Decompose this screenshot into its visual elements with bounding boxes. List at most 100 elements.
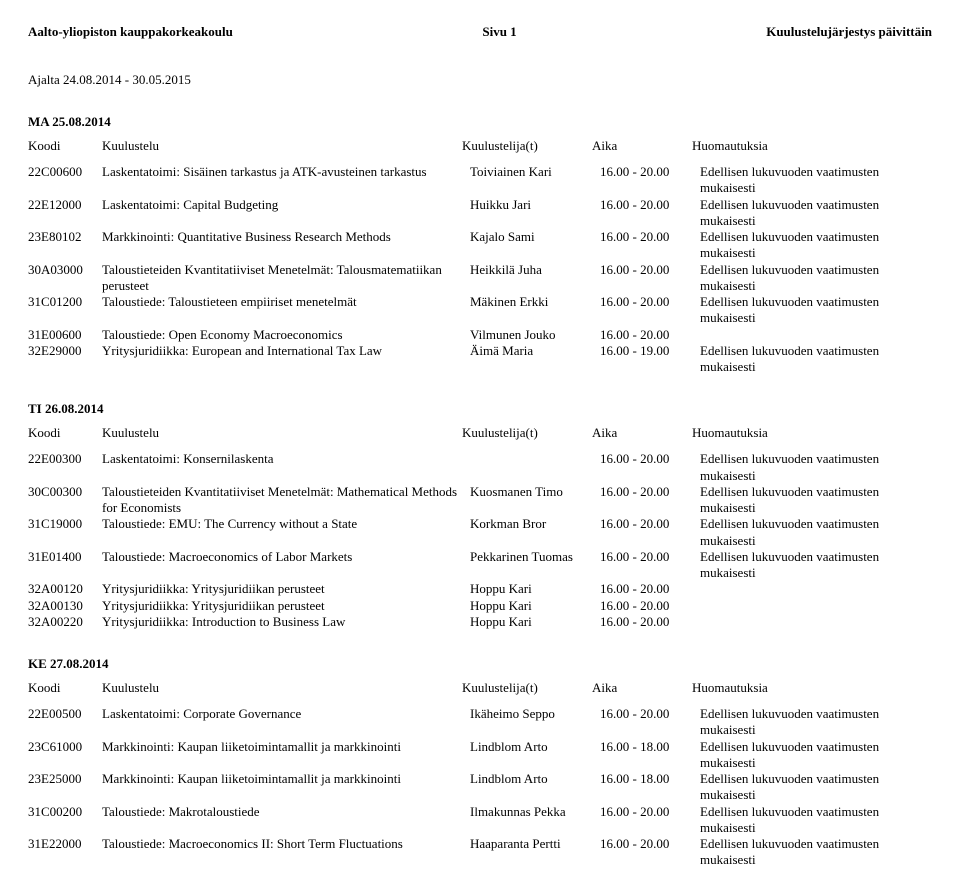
cell-notes: Edellisen lukuvuoden vaatimusten mukaise… — [700, 836, 932, 869]
cell-time: 16.00 - 20.00 — [600, 262, 700, 295]
page-header: Aalto-yliopiston kauppakorkeakoulu Sivu … — [28, 24, 932, 40]
cell-exam: Laskentatoimi: Corporate Governance — [102, 706, 470, 739]
cell-examiner — [470, 451, 600, 484]
cell-exam: Markkinointi: Kaupan liiketoimintamallit… — [102, 771, 470, 804]
cell-examiner: Korkman Bror — [470, 516, 600, 549]
days-container: MA 25.08.2014KoodiKuulusteluKuulustelija… — [28, 114, 932, 869]
cell-examiner: Lindblom Arto — [470, 739, 600, 772]
table-row: 32A00120Yritysjuridiikka: Yritysjuridiik… — [28, 581, 932, 597]
column-header-row: KoodiKuulusteluKuulustelija(t)AikaHuomau… — [28, 425, 932, 441]
cell-exam: Markkinointi: Kaupan liiketoimintamallit… — [102, 739, 470, 772]
column-header-row: KoodiKuulusteluKuulustelija(t)AikaHuomau… — [28, 680, 932, 696]
table-row: 31E22000Taloustiede: Macroeconomics II: … — [28, 836, 932, 869]
cell-time: 16.00 - 20.00 — [600, 804, 700, 837]
table-row: 23E80102Markkinointi: Quantitative Busin… — [28, 229, 932, 262]
col-header-exam: Kuulustelu — [102, 680, 462, 696]
cell-code: 32A00120 — [28, 581, 102, 597]
cell-code: 23C61000 — [28, 739, 102, 772]
cell-time: 16.00 - 20.00 — [600, 836, 700, 869]
col-header-examiner: Kuulustelija(t) — [462, 425, 592, 441]
cell-exam: Markkinointi: Quantitative Business Rese… — [102, 229, 470, 262]
col-header-notes: Huomautuksia — [692, 425, 932, 441]
cell-examiner: Äimä Maria — [470, 343, 600, 376]
col-header-code: Koodi — [28, 138, 102, 154]
cell-notes: Edellisen lukuvuoden vaatimusten mukaise… — [700, 706, 932, 739]
day-heading: MA 25.08.2014 — [28, 114, 932, 130]
cell-exam: Taloustiede: Taloustieteen empiiriset me… — [102, 294, 470, 327]
cell-time: 16.00 - 20.00 — [600, 549, 700, 582]
cell-exam: Yritysjuridiikka: Introduction to Busine… — [102, 614, 470, 630]
table-row: 22C00600Laskentatoimi: Sisäinen tarkastu… — [28, 164, 932, 197]
cell-exam: Taloustiede: Macroeconomics of Labor Mar… — [102, 549, 470, 582]
cell-time: 16.00 - 20.00 — [600, 451, 700, 484]
cell-code: 31C19000 — [28, 516, 102, 549]
cell-code: 32A00220 — [28, 614, 102, 630]
cell-code: 31C00200 — [28, 804, 102, 837]
cell-time: 16.00 - 20.00 — [600, 294, 700, 327]
cell-examiner: Haaparanta Pertti — [470, 836, 600, 869]
table-row: 23E25000Markkinointi: Kaupan liiketoimin… — [28, 771, 932, 804]
cell-notes: Edellisen lukuvuoden vaatimusten mukaise… — [700, 771, 932, 804]
cell-examiner: Mäkinen Erkki — [470, 294, 600, 327]
column-header-row: KoodiKuulusteluKuulustelija(t)AikaHuomau… — [28, 138, 932, 154]
cell-exam: Taloustiede: EMU: The Currency without a… — [102, 516, 470, 549]
cell-notes — [700, 598, 932, 614]
cell-time: 16.00 - 20.00 — [600, 197, 700, 230]
cell-code: 31E01400 — [28, 549, 102, 582]
date-range: Ajalta 24.08.2014 - 30.05.2015 — [28, 72, 932, 88]
cell-notes: Edellisen lukuvuoden vaatimusten mukaise… — [700, 343, 932, 376]
cell-exam: Yritysjuridiikka: European and Internati… — [102, 343, 470, 376]
cell-examiner: Vilmunen Jouko — [470, 327, 600, 343]
cell-time: 16.00 - 20.00 — [600, 706, 700, 739]
cell-time: 16.00 - 20.00 — [600, 581, 700, 597]
cell-exam: Laskentatoimi: Konsernilaskenta — [102, 451, 470, 484]
cell-examiner: Hoppu Kari — [470, 598, 600, 614]
cell-time: 16.00 - 18.00 — [600, 771, 700, 804]
cell-notes: Edellisen lukuvuoden vaatimusten mukaise… — [700, 294, 932, 327]
day-heading: KE 27.08.2014 — [28, 656, 932, 672]
cell-examiner: Huikku Jari — [470, 197, 600, 230]
cell-notes: Edellisen lukuvuoden vaatimusten mukaise… — [700, 197, 932, 230]
table-row: 31E01400Taloustiede: Macroeconomics of L… — [28, 549, 932, 582]
col-header-notes: Huomautuksia — [692, 138, 932, 154]
table-row: 23C61000Markkinointi: Kaupan liiketoimin… — [28, 739, 932, 772]
cell-notes: Edellisen lukuvuoden vaatimusten mukaise… — [700, 484, 932, 517]
col-header-examiner: Kuulustelija(t) — [462, 680, 592, 696]
table-row: 31C01200Taloustiede: Taloustieteen empii… — [28, 294, 932, 327]
col-header-notes: Huomautuksia — [692, 680, 932, 696]
table-row: 31C19000Taloustiede: EMU: The Currency w… — [28, 516, 932, 549]
col-header-time: Aika — [592, 425, 692, 441]
table-row: 30A03000Taloustieteiden Kvantitatiiviset… — [28, 262, 932, 295]
cell-code: 22E00500 — [28, 706, 102, 739]
cell-code: 23E80102 — [28, 229, 102, 262]
cell-time: 16.00 - 20.00 — [600, 516, 700, 549]
table-row: 31E00600Taloustiede: Open Economy Macroe… — [28, 327, 932, 343]
table-row: 22E12000Laskentatoimi: Capital Budgeting… — [28, 197, 932, 230]
cell-exam: Taloustieteiden Kvantitatiiviset Menetel… — [102, 484, 470, 517]
cell-notes — [700, 327, 932, 343]
cell-examiner: Lindblom Arto — [470, 771, 600, 804]
col-header-time: Aika — [592, 680, 692, 696]
cell-code: 22E12000 — [28, 197, 102, 230]
cell-time: 16.00 - 18.00 — [600, 739, 700, 772]
cell-time: 16.00 - 20.00 — [600, 164, 700, 197]
cell-notes: Edellisen lukuvuoden vaatimusten mukaise… — [700, 549, 932, 582]
cell-time: 16.00 - 19.00 — [600, 343, 700, 376]
col-header-time: Aika — [592, 138, 692, 154]
cell-code: 30C00300 — [28, 484, 102, 517]
cell-examiner: Pekkarinen Tuomas — [470, 549, 600, 582]
cell-examiner: Hoppu Kari — [470, 614, 600, 630]
cell-code: 31E00600 — [28, 327, 102, 343]
cell-code: 22E00300 — [28, 451, 102, 484]
cell-exam: Taloustiede: Open Economy Macroeconomics — [102, 327, 470, 343]
cell-code: 22C00600 — [28, 164, 102, 197]
cell-notes: Edellisen lukuvuoden vaatimusten mukaise… — [700, 229, 932, 262]
cell-exam: Taloustieteiden Kvantitatiiviset Menetel… — [102, 262, 470, 295]
cell-examiner: Kajalo Sami — [470, 229, 600, 262]
cell-exam: Taloustiede: Makrotaloustiede — [102, 804, 470, 837]
cell-examiner: Kuosmanen Timo — [470, 484, 600, 517]
cell-time: 16.00 - 20.00 — [600, 327, 700, 343]
cell-exam: Taloustiede: Macroeconomics II: Short Te… — [102, 836, 470, 869]
header-right: Kuulustelujärjestys päivittäin — [766, 24, 932, 40]
cell-examiner: Ikäheimo Seppo — [470, 706, 600, 739]
